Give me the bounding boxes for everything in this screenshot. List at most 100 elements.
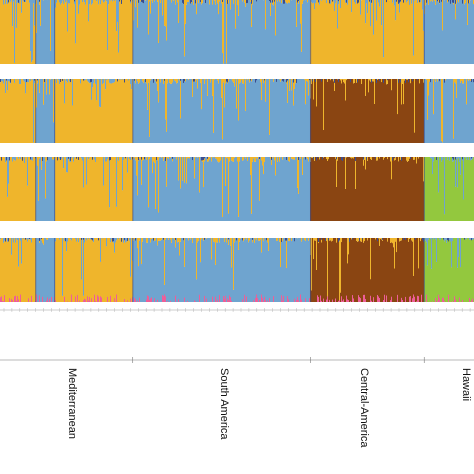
bar-minor [381, 79, 383, 83]
bar-main [167, 83, 169, 143]
bar-main [471, 159, 473, 221]
bar-main [206, 238, 208, 302]
bar-main [107, 79, 109, 143]
bar-accent [294, 238, 296, 242]
bar-pink [55, 300, 57, 302]
bar-main [88, 159, 90, 221]
bar-main [379, 158, 381, 221]
bar-main [349, 157, 351, 221]
bar-minor [34, 0, 36, 26]
bar-main [164, 284, 166, 302]
bar-minor [192, 238, 194, 243]
bar-minor [170, 157, 172, 158]
bar-main [38, 238, 40, 302]
bar-main [265, 101, 267, 143]
bar-main [124, 79, 126, 143]
bar-main [162, 79, 164, 143]
bar-main [162, 15, 164, 64]
bar-main [294, 239, 296, 302]
bar-minor [344, 79, 346, 84]
bar-main [161, 239, 163, 302]
bar-main [106, 79, 108, 143]
bar-main [389, 238, 391, 302]
bar-accent [117, 79, 119, 82]
bar-main [309, 0, 311, 64]
bar-main [349, 79, 351, 143]
bar-main [145, 0, 147, 64]
bar-minor [427, 79, 429, 120]
bar-main [207, 0, 209, 64]
bar-main [285, 238, 287, 302]
bar-main [36, 157, 38, 221]
bar-minor [161, 238, 163, 240]
bar-main [342, 238, 344, 302]
bar-minor [175, 238, 177, 248]
bar-main [157, 160, 159, 221]
bar-main [323, 157, 325, 221]
bar-minor [25, 79, 27, 94]
bar-main [318, 0, 320, 65]
bar-main [330, 80, 332, 143]
bar-main [322, 157, 324, 221]
bar-main [19, 238, 21, 302]
bar-main [332, 79, 334, 143]
bar-main [334, 238, 336, 302]
bar-minor [418, 157, 420, 159]
bar-minor [108, 0, 110, 5]
bar-main [460, 267, 462, 302]
bar-pink [150, 298, 152, 302]
bar-minor [232, 157, 234, 162]
bar-main [62, 0, 64, 64]
bar-accent [376, 79, 378, 83]
bar-main [161, 0, 163, 64]
bar-minor [263, 238, 265, 242]
bar-minor [21, 238, 23, 264]
bar-main [211, 259, 213, 302]
bar-main [78, 242, 80, 302]
bar-main [29, 239, 31, 302]
bar-main [246, 79, 248, 143]
bar-main [74, 3, 76, 65]
bar-minor [236, 79, 238, 109]
bar-main [221, 157, 223, 221]
bar-main [12, 79, 14, 143]
bar-main [122, 238, 124, 302]
bar-main [97, 79, 99, 143]
bar-minor [88, 157, 90, 160]
bar-pink [230, 297, 232, 302]
bar-main [284, 157, 286, 221]
bar-main [407, 79, 409, 143]
bar-pink [227, 298, 229, 302]
bar-main [388, 157, 390, 221]
bar-main [291, 0, 293, 64]
bar-main [19, 157, 21, 221]
bar-pink [17, 296, 19, 302]
bar-main [7, 241, 9, 302]
bar-minor [73, 157, 75, 162]
bar-minor [345, 79, 347, 101]
bar-main [84, 2, 86, 65]
bar-main [186, 79, 188, 143]
bar-minor [179, 238, 181, 256]
bar-main [459, 161, 461, 221]
bar-main [384, 238, 386, 302]
bar-main [6, 79, 8, 143]
bar-main [411, 157, 413, 221]
bar-minor [288, 238, 290, 241]
bar-minor [249, 238, 251, 241]
bar-main [458, 257, 460, 302]
bar-main [7, 196, 9, 221]
bar-main [429, 157, 431, 221]
bar-main [226, 79, 228, 143]
bar-minor [353, 79, 355, 84]
bar-minor [204, 79, 206, 84]
bar-main [309, 238, 311, 302]
bar-minor [315, 0, 317, 4]
bar-main [430, 238, 432, 302]
bar-main [235, 157, 237, 221]
bar-accent [346, 0, 348, 3]
bar-main [225, 0, 227, 64]
bar-main [296, 157, 298, 221]
bar-pink [116, 294, 118, 302]
bar-minor [265, 0, 267, 30]
